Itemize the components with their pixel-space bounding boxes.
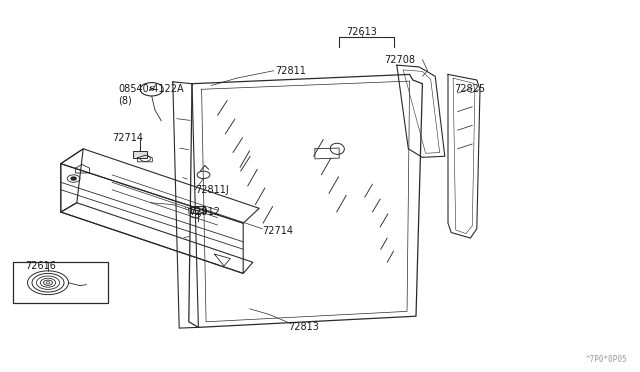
Text: 72616: 72616 bbox=[26, 261, 56, 271]
FancyBboxPatch shape bbox=[191, 206, 205, 213]
Text: 72825: 72825 bbox=[454, 84, 486, 94]
Text: 72912: 72912 bbox=[189, 207, 220, 217]
Text: ^7P0*0P05: ^7P0*0P05 bbox=[586, 355, 627, 364]
Text: S: S bbox=[148, 85, 155, 93]
Text: 72813: 72813 bbox=[288, 323, 319, 332]
Text: 72613: 72613 bbox=[346, 27, 377, 36]
Text: 72811: 72811 bbox=[275, 66, 306, 76]
Text: 72708: 72708 bbox=[384, 55, 415, 64]
Text: 72714: 72714 bbox=[112, 133, 143, 142]
FancyBboxPatch shape bbox=[13, 262, 108, 303]
Text: 72811J: 72811J bbox=[195, 185, 229, 195]
Text: 08540-4122A
(8): 08540-4122A (8) bbox=[118, 84, 184, 106]
Text: 72714: 72714 bbox=[262, 227, 293, 236]
FancyBboxPatch shape bbox=[133, 151, 147, 158]
Circle shape bbox=[71, 177, 76, 180]
